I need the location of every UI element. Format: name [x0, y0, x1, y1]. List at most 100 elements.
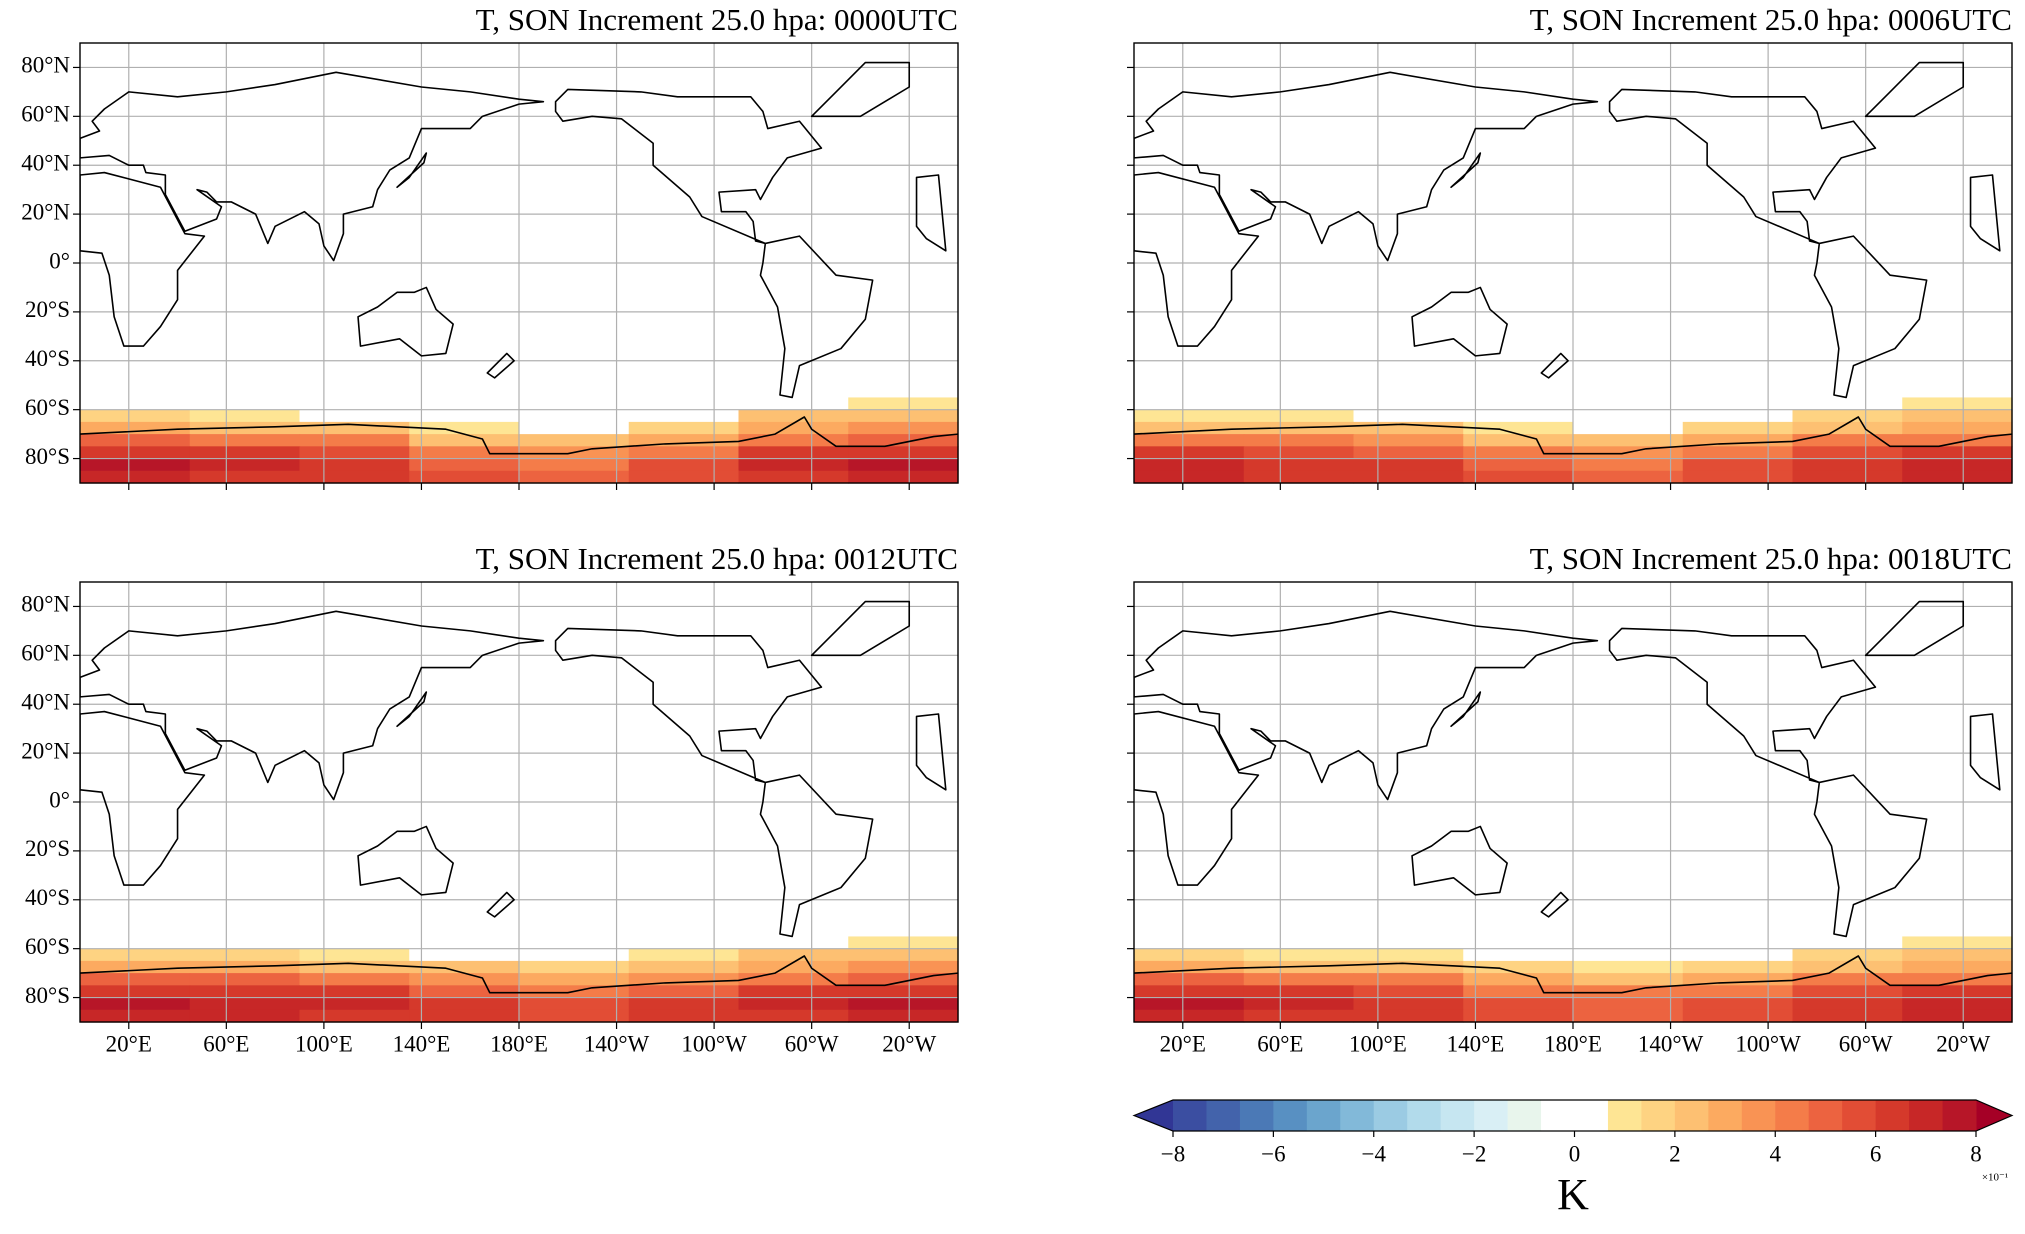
- y-tick-label: 60°N: [21, 641, 70, 666]
- field-cell: [1353, 421, 1464, 435]
- field-cell: [738, 446, 849, 460]
- field-cell: [738, 397, 849, 411]
- colorbar-swatch: [1306, 1100, 1341, 1131]
- field-cell: [80, 985, 191, 999]
- field-cell: [299, 434, 410, 447]
- field-cell: [299, 397, 410, 411]
- field-cell: [1573, 948, 1684, 962]
- panel-title: T, SON Increment 25.0 hpa: 0012UTC: [476, 541, 958, 576]
- field-cell: [519, 470, 630, 484]
- colorbar: −8 −6 −4 −2 0 2 4 6 8×10⁻¹ K: [1132, 1099, 2014, 1219]
- colorbar-swatch: [1474, 1100, 1509, 1131]
- field-cell: [628, 997, 740, 1011]
- field-cell: [1682, 997, 1794, 1011]
- field-cell: [1463, 1009, 1574, 1023]
- field-cell: [1243, 936, 1355, 950]
- field-cell: [1573, 960, 1684, 974]
- field-cell: [409, 960, 520, 974]
- field-cell: [519, 973, 630, 986]
- field-cell: [1792, 434, 1903, 447]
- field-cell: [848, 1009, 959, 1023]
- x-tick-label: 140°W: [584, 1031, 650, 1056]
- y-tick-label: 80°N: [21, 592, 70, 617]
- field-cell: [1353, 397, 1464, 411]
- field-cell: [189, 1009, 301, 1023]
- field-cell: [409, 434, 520, 447]
- field-cell: [1134, 421, 1245, 435]
- field-cell: [848, 948, 959, 962]
- field-cell: [738, 1009, 849, 1023]
- field-cell: [738, 973, 849, 986]
- colorbar-swatch: [1373, 1100, 1408, 1131]
- field-cell: [628, 985, 740, 999]
- field-cell: [1682, 409, 1794, 423]
- field-cell: [1463, 434, 1574, 447]
- map-frame: [1133, 581, 2013, 1023]
- field-cell: [1902, 409, 2013, 423]
- field-cell: [738, 421, 849, 435]
- colorbar-swatch: [1507, 1100, 1542, 1131]
- colorbar-swatch: [1909, 1100, 1944, 1131]
- colorbar-swatch: [1942, 1100, 1977, 1131]
- field-cell: [1573, 397, 1684, 411]
- panel-title: T, SON Increment 25.0 hpa: 0006UTC: [1530, 2, 2012, 37]
- field-cell: [1902, 458, 2013, 472]
- field-cell: [1463, 397, 1574, 411]
- field-cell: [80, 458, 191, 472]
- field-cell: [1682, 948, 1794, 962]
- colorbar-swatch: [1741, 1100, 1776, 1131]
- field-cell: [628, 470, 740, 484]
- colorbar-tick-label: 6: [1870, 1141, 1882, 1166]
- colorbar-tick-label: −8: [1161, 1141, 1185, 1166]
- field-cell: [519, 397, 630, 411]
- field-cell: [409, 973, 520, 986]
- colorbar-swatch: [1440, 1100, 1475, 1131]
- field-cell: [1463, 973, 1574, 986]
- field-cell: [1573, 1009, 1684, 1023]
- field-cell: [1682, 421, 1794, 435]
- field-cell: [1463, 421, 1574, 435]
- field-cell: [1134, 446, 1245, 460]
- field-cell: [1463, 936, 1574, 950]
- field-cell: [299, 421, 410, 435]
- field-cell: [409, 470, 520, 484]
- field-cell: [1792, 973, 1903, 986]
- field-cell: [1792, 985, 1903, 999]
- colorbar-swatch: [1239, 1100, 1274, 1131]
- field-cell: [848, 409, 959, 423]
- field-cell: [1573, 470, 1684, 484]
- field-cell: [1902, 936, 2013, 950]
- field-cell: [189, 973, 301, 986]
- y-tick-label: 20°S: [25, 836, 70, 861]
- field-cell: [409, 997, 520, 1011]
- field-cell: [1682, 985, 1794, 999]
- field-cell: [299, 446, 410, 460]
- field-cell: [519, 409, 630, 423]
- y-tick-label: 80°N: [21, 53, 70, 78]
- field-cell: [848, 446, 959, 460]
- field-cell: [848, 960, 959, 974]
- colorbar-swatch: [1541, 1100, 1575, 1131]
- x-tick-label: 100°W: [1735, 1031, 1801, 1056]
- field-cell: [1243, 985, 1355, 999]
- field-cell: [1682, 960, 1794, 974]
- field-cell: [1902, 985, 2013, 999]
- map-panel: 20°E 60°E 100°E 140°E 180°E 140°W 100°W 60°W 20°…: [1127, 541, 2013, 1056]
- field-cell: [1353, 948, 1464, 962]
- field-cell: [1463, 446, 1574, 460]
- x-tick-label: 20°E: [1160, 1031, 1206, 1056]
- x-tick-label: 60°W: [785, 1031, 839, 1056]
- field-cell: [409, 936, 520, 950]
- field-cell: [738, 985, 849, 999]
- field-cell: [1243, 458, 1355, 472]
- colorbar-tick-label: 0: [1569, 1141, 1581, 1166]
- field-cell: [1243, 1009, 1355, 1023]
- field-cell: [848, 421, 959, 435]
- field-cell: [80, 434, 191, 447]
- field-cell: [299, 997, 410, 1011]
- field-cell: [1682, 470, 1794, 484]
- field-cell: [1682, 936, 1794, 950]
- field-cell: [1134, 434, 1245, 447]
- field-cell: [519, 1009, 630, 1023]
- field-cell: [1902, 948, 2013, 962]
